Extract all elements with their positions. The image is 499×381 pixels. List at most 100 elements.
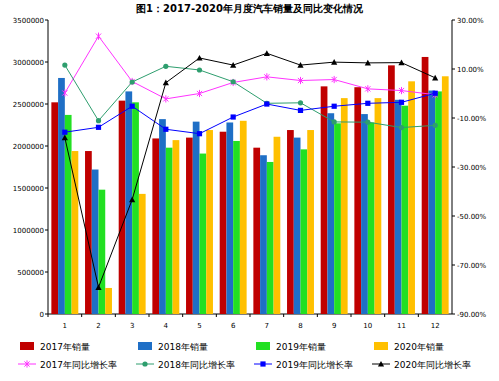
- y2-tick: [452, 265, 455, 266]
- bar: [327, 113, 334, 314]
- x-tick-label: 11: [397, 322, 406, 330]
- marker: [297, 62, 303, 68]
- line: [65, 93, 435, 133]
- marker: [231, 114, 236, 119]
- bar: [119, 101, 126, 314]
- x-tick-label: 12: [431, 322, 440, 330]
- x-tick: [283, 314, 284, 317]
- legend-swatch: [138, 342, 152, 350]
- bar: [307, 130, 314, 314]
- bar: [200, 154, 207, 314]
- y-tick: [45, 20, 48, 21]
- marker: [231, 79, 236, 84]
- marker: [163, 80, 169, 86]
- line: [65, 53, 435, 287]
- marker: [62, 135, 68, 141]
- bar: [92, 170, 99, 314]
- x-tick-label: 5: [197, 322, 201, 330]
- x-tick: [384, 314, 385, 317]
- chart: 图1：2017-2020年月度汽车销量及同比变化情况05000001000000…: [0, 0, 499, 381]
- x-tick: [418, 314, 419, 317]
- legend-label: 2017年销量: [40, 342, 90, 352]
- x-tick-label: 10: [363, 322, 372, 330]
- x-tick-label: 9: [332, 322, 336, 330]
- marker: [432, 75, 438, 81]
- legend-label: 2017年同比增长率: [40, 360, 117, 370]
- y-tick: [45, 104, 48, 105]
- marker: [331, 59, 337, 65]
- x-tick-label: 3: [130, 322, 134, 330]
- marker: [96, 125, 101, 130]
- x-tick-label: 7: [265, 322, 269, 330]
- marker: [130, 104, 135, 109]
- marker: [197, 67, 202, 72]
- bar: [159, 119, 166, 314]
- bar: [173, 140, 180, 314]
- y2-tick-label: -70.00%: [457, 262, 487, 270]
- marker: [332, 104, 337, 109]
- bar: [206, 130, 213, 314]
- legend-swatch: [256, 342, 270, 350]
- x-tick: [48, 314, 49, 317]
- y-tick-label: 1500000: [13, 185, 44, 193]
- bar: [65, 115, 72, 314]
- bar: [361, 114, 368, 314]
- marker: [332, 76, 337, 83]
- marker: [365, 120, 370, 125]
- bar: [408, 81, 415, 314]
- marker: [399, 125, 404, 130]
- y2-tick-label: -50.00%: [457, 213, 487, 221]
- marker: [365, 101, 370, 106]
- bar: [72, 151, 79, 314]
- bar: [294, 138, 301, 314]
- x-tick: [216, 314, 217, 317]
- x-tick: [182, 314, 183, 317]
- bar: [267, 162, 274, 314]
- bar: [51, 102, 58, 314]
- marker: [365, 60, 371, 66]
- bar: [301, 149, 308, 314]
- y-tick-label: 3000000: [13, 59, 44, 67]
- marker: [264, 73, 269, 80]
- y2-tick: [452, 20, 455, 21]
- x-tick: [149, 314, 150, 317]
- bar: [132, 102, 139, 314]
- bar: [375, 98, 382, 314]
- bar: [260, 155, 267, 314]
- legend-label: 2020年同比增长率: [394, 360, 471, 370]
- y-tick: [45, 230, 48, 231]
- marker: [298, 77, 303, 84]
- y-tick-label: 0: [40, 311, 44, 319]
- bar: [166, 148, 173, 314]
- y2-tick-label: -90.00%: [457, 311, 487, 319]
- bar: [152, 138, 159, 314]
- x-tick-label: 8: [298, 322, 302, 330]
- marker: [163, 95, 168, 102]
- marker: [433, 91, 438, 98]
- marker: [129, 196, 135, 202]
- bar: [226, 122, 233, 314]
- x-tick: [250, 314, 251, 317]
- y2-tick-label: -10.00%: [457, 115, 487, 123]
- bar: [193, 122, 200, 314]
- x-tick: [351, 314, 352, 317]
- legend-swatch: [374, 342, 388, 350]
- bar: [274, 137, 281, 314]
- y-tick: [45, 188, 48, 189]
- legend: 2017年销量2018年销量2019年销量2020年销量2017年同比增长率20…: [18, 342, 471, 370]
- marker: [197, 90, 202, 97]
- bar: [99, 190, 106, 314]
- x-tick-label: 2: [96, 322, 100, 330]
- bar: [402, 106, 409, 314]
- bar: [253, 148, 260, 314]
- marker: [264, 101, 269, 106]
- bar: [442, 76, 449, 314]
- legend-label: 2018年销量: [158, 342, 208, 352]
- bar: [321, 86, 328, 314]
- bar: [287, 130, 294, 314]
- y2-tick: [452, 69, 455, 70]
- legend-marker: [378, 361, 384, 367]
- marker: [130, 79, 135, 84]
- y-tick-label: 1000000: [13, 227, 44, 235]
- bar: [240, 121, 247, 314]
